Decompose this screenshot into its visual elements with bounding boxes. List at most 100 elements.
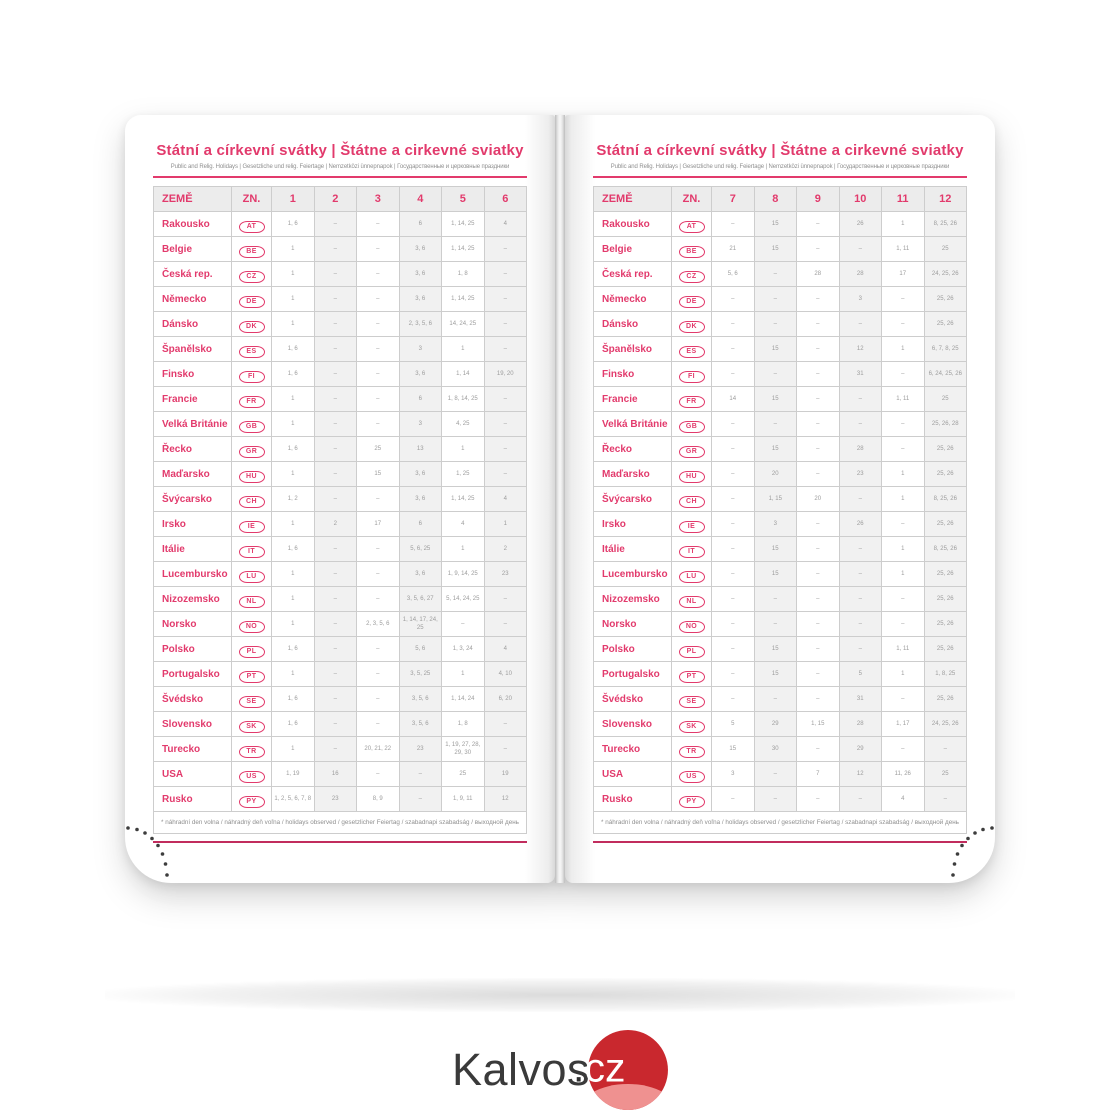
- holiday-days-cell: 23: [313, 786, 357, 812]
- country-row: Lucembursko LU –15– –1 25, 26: [593, 561, 967, 587]
- page-title: Státní a církevní svátky | Štátne a cirk…: [156, 142, 524, 159]
- holiday-days-cell: 1: [271, 586, 315, 612]
- holiday-days-cell: 3: [398, 336, 442, 362]
- country-code-badge: GB: [238, 420, 265, 434]
- holiday-days-cell: –: [881, 586, 925, 612]
- country-row: Španělsko ES –15–12 1 6, 7, 8, 25: [593, 336, 967, 362]
- holiday-days-cell: –: [881, 611, 925, 637]
- country-column-header: ZEMĚ: [593, 186, 672, 212]
- holiday-days-cell: 1, 11: [881, 386, 925, 412]
- country-row: Polsko PL 1, 6– –5, 6 1, 3, 24 4: [153, 636, 527, 662]
- holiday-days-cell: 25, 26: [923, 286, 967, 312]
- country-column-header: ZEMĚ: [153, 186, 232, 212]
- country-code-cell: PL: [671, 636, 712, 662]
- country-row: Německo DE 1– –3, 6 1, 14, 25–: [153, 286, 527, 312]
- holiday-days-cell: 15: [753, 636, 797, 662]
- country-name: Norsko: [153, 611, 232, 637]
- country-code-cell: IT: [671, 536, 712, 562]
- country-row: Itálie IT –15– –1 8, 25, 26: [593, 536, 967, 562]
- holiday-days-cell: –: [711, 586, 755, 612]
- country-name: Německo: [593, 286, 672, 312]
- country-code-badge: LU: [678, 570, 705, 584]
- holiday-days-cell: –: [753, 686, 797, 712]
- country-code-cell: IE: [231, 511, 272, 537]
- holiday-days-cell: 1: [271, 236, 315, 262]
- holiday-days-cell: –: [313, 411, 357, 437]
- holiday-days-cell: –: [796, 211, 840, 237]
- country-code-badge: US: [678, 770, 705, 784]
- holiday-days-cell: –: [313, 686, 357, 712]
- holiday-days-cell: –: [711, 461, 755, 487]
- country-code-badge: GB: [678, 420, 705, 434]
- holiday-days-cell: 12: [838, 336, 882, 362]
- holiday-days-cell: 1, 14, 25: [441, 236, 485, 262]
- holiday-days-cell: 3: [753, 511, 797, 537]
- holiday-days-cell: 3, 5, 25: [398, 661, 442, 687]
- month-column-header: 7: [711, 186, 755, 212]
- holiday-days-cell: –: [356, 686, 400, 712]
- holiday-days-cell: 28: [838, 261, 882, 287]
- holiday-days-cell: –: [711, 511, 755, 537]
- holiday-days-cell: –: [313, 461, 357, 487]
- kalvos-logo-circle-icon: [588, 1030, 669, 1110]
- holiday-days-cell: –: [838, 536, 882, 562]
- holiday-days-cell: 15: [753, 211, 797, 237]
- holiday-days-cell: –: [753, 361, 797, 387]
- holiday-days-cell: –: [313, 311, 357, 337]
- country-row: USA US 3–7 12 11, 26 25: [593, 761, 967, 787]
- holiday-days-cell: 1: [271, 286, 315, 312]
- country-code-badge: NO: [238, 620, 265, 634]
- country-row: Francie FR 14 15– –1, 11 25: [593, 386, 967, 412]
- holiday-days-cell: 14, 24, 25: [441, 311, 485, 337]
- country-name: Dánsko: [153, 311, 232, 337]
- holiday-days-cell: 16: [313, 761, 357, 787]
- holiday-days-cell: 1: [881, 561, 925, 587]
- holiday-days-cell: 1, 8: [441, 711, 485, 737]
- holiday-days-cell: –: [796, 436, 840, 462]
- holiday-days-cell: –: [753, 411, 797, 437]
- country-name: Polsko: [153, 636, 232, 662]
- country-row: Slovensko SK 5 29 1, 15 28 1, 17 24, 25, 26: [593, 711, 967, 737]
- holiday-days-cell: 24, 25, 26: [923, 261, 967, 287]
- country-code-cell: FR: [231, 386, 272, 412]
- holiday-days-cell: 15: [753, 336, 797, 362]
- holiday-days-cell: 8, 25, 26: [923, 486, 967, 512]
- holiday-days-cell: 3, 6: [398, 236, 442, 262]
- country-code-cell: NL: [231, 586, 272, 612]
- holiday-days-cell: 15: [356, 461, 400, 487]
- holiday-days-cell: –: [753, 761, 797, 787]
- holiday-days-cell: –: [356, 536, 400, 562]
- country-row: Švýcarsko CH –1, 15 20–1 8, 25, 26: [593, 486, 967, 512]
- diary-spread: Státní a církevní svátky | Štátne a cirk…: [125, 115, 995, 883]
- country-code-cell: DE: [231, 286, 272, 312]
- country-code-badge: US: [238, 770, 265, 784]
- country-code-cell: AT: [231, 211, 272, 237]
- holiday-days-cell: 1: [271, 311, 315, 337]
- country-code-badge: DE: [238, 295, 265, 309]
- holiday-days-cell: –: [753, 261, 797, 287]
- holiday-days-cell: –: [356, 286, 400, 312]
- holiday-days-cell: 1, 19: [271, 761, 315, 787]
- holiday-days-cell: 14: [711, 386, 755, 412]
- country-name: Turecko: [593, 736, 672, 762]
- month-column-header: 12: [923, 186, 967, 212]
- holiday-days-cell: 4, 10: [483, 661, 527, 687]
- holiday-days-cell: 1, 9, 11: [441, 786, 485, 812]
- holiday-days-cell: 3, 6: [398, 486, 442, 512]
- holiday-days-cell: –: [881, 686, 925, 712]
- holiday-days-cell: 1: [271, 661, 315, 687]
- country-name: Švýcarsko: [593, 486, 672, 512]
- country-name: Česká rep.: [153, 261, 232, 287]
- header-rule: [153, 176, 527, 178]
- perforation-dots: [126, 826, 169, 877]
- page-subtitle: Public and Relig. Holidays | Gesetzliche…: [610, 164, 950, 170]
- kalvos-logo-mark: .cz: [573, 1030, 669, 1110]
- holiday-days-cell: –: [313, 211, 357, 237]
- footer-rule: [153, 841, 527, 843]
- holiday-days-cell: –: [356, 661, 400, 687]
- country-code-cell: ES: [671, 336, 712, 362]
- holiday-days-cell: 7: [796, 761, 840, 787]
- country-row: Polsko PL –15– –1, 11 25, 26: [593, 636, 967, 662]
- holiday-days-cell: –: [313, 361, 357, 387]
- holiday-days-cell: –: [483, 236, 527, 262]
